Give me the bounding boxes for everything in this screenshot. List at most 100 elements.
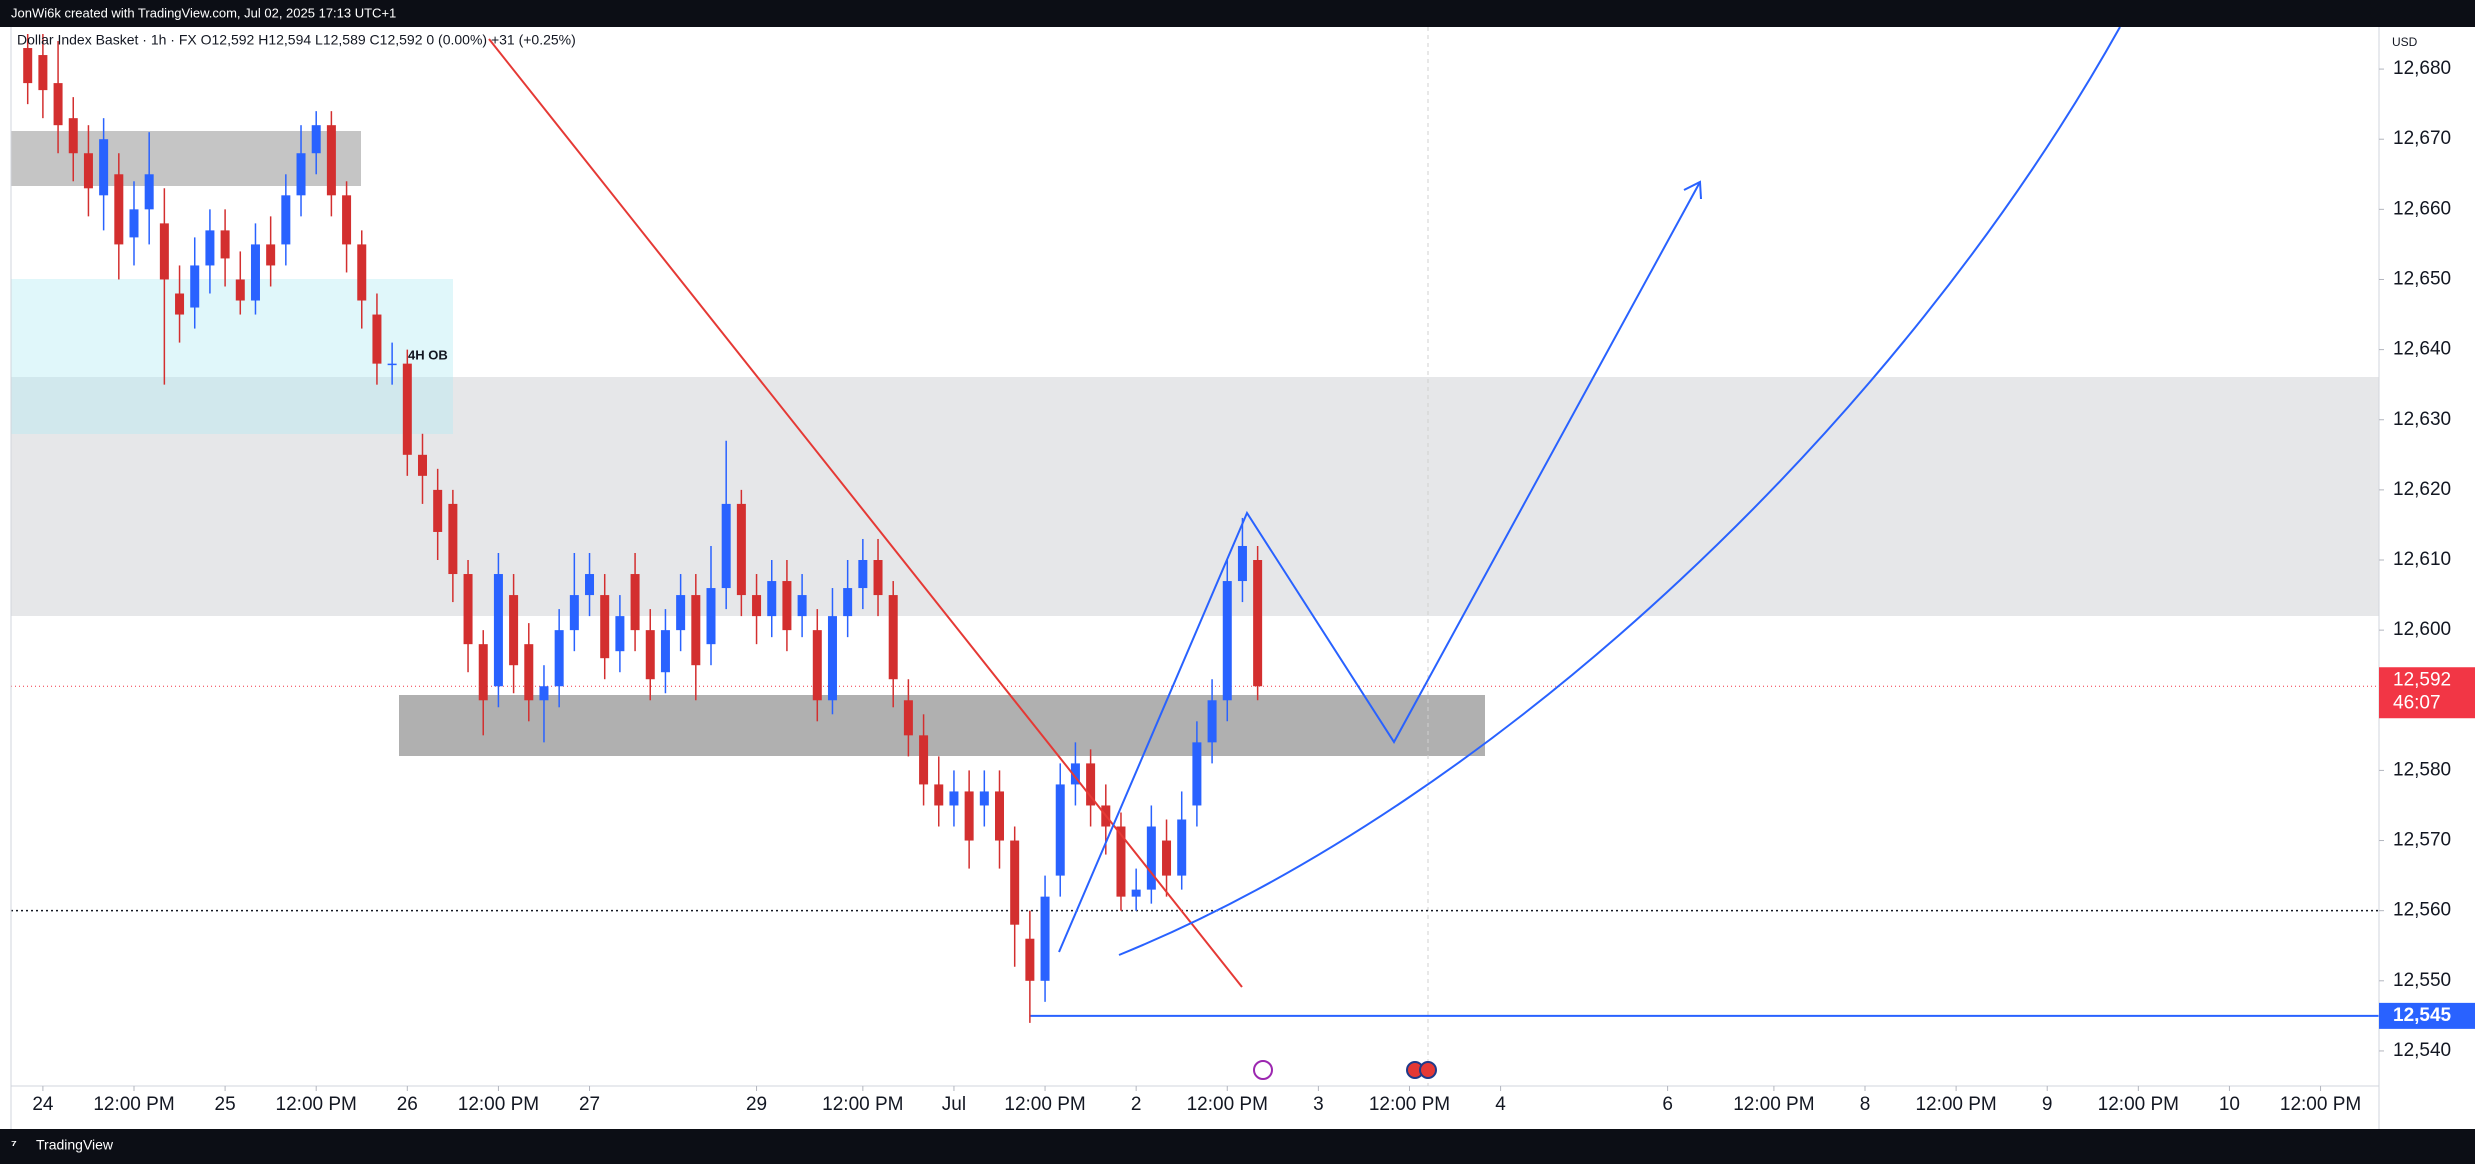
candle-body xyxy=(539,686,549,701)
countdown-label: 46:07 xyxy=(2393,692,2441,713)
candle-body xyxy=(99,139,109,196)
y-tick-label: 12,540 xyxy=(2393,1040,2451,1061)
x-tick-label: 12:00 PM xyxy=(458,1094,539,1115)
candle-body xyxy=(752,595,762,617)
candle-body xyxy=(949,791,959,806)
candle-body xyxy=(630,574,640,631)
y-tick-label: 12,560 xyxy=(2393,900,2451,921)
axis-unit: USD xyxy=(2392,35,2418,49)
candle-body xyxy=(493,574,503,687)
candle-body xyxy=(706,588,716,645)
candle-body xyxy=(919,735,929,785)
trend-line xyxy=(488,38,1243,988)
footer-logo[interactable]: TradingView xyxy=(36,1137,114,1153)
x-tick-label: 8 xyxy=(1860,1094,1871,1115)
ob-zone xyxy=(11,279,453,434)
y-tick-label: 12,640 xyxy=(2393,339,2451,360)
candle-body xyxy=(1192,742,1202,806)
candle-body xyxy=(387,363,397,366)
candle-body xyxy=(159,223,169,280)
last-price-label: 12,592 xyxy=(2393,669,2451,690)
candle-body xyxy=(296,153,306,196)
x-tick-label: 29 xyxy=(746,1094,767,1115)
candles xyxy=(23,34,1263,1023)
candle-body xyxy=(1055,784,1065,876)
x-tick-label: 6 xyxy=(1662,1094,1673,1115)
x-tick-label: 12:00 PM xyxy=(822,1094,903,1115)
x-tick-label: 12:00 PM xyxy=(1915,1094,1996,1115)
legend: Dollar Index Basket · 1h · FX O12,592 H1… xyxy=(17,32,576,48)
level-label: 12,545 xyxy=(2393,1005,2452,1026)
candle-body xyxy=(83,153,93,189)
x-tick-label: 25 xyxy=(215,1094,236,1115)
candle-body xyxy=(1131,889,1141,897)
x-tick-label: 26 xyxy=(397,1094,418,1115)
candle-body xyxy=(1222,581,1232,701)
candle-body xyxy=(175,293,185,315)
event-icon[interactable] xyxy=(1419,1061,1437,1079)
supply-zone xyxy=(11,131,361,186)
x-tick-label: 4 xyxy=(1495,1094,1506,1115)
x-tick-label: 12:00 PM xyxy=(1004,1094,1085,1115)
x-tick-label: 12:00 PM xyxy=(1733,1094,1814,1115)
y-axis: 12,54012,55012,56012,57012,58012,59012,6… xyxy=(2379,58,2451,1061)
x-tick-label: 12:00 PM xyxy=(276,1094,357,1115)
candle-body xyxy=(888,595,898,680)
event-icon[interactable] xyxy=(1253,1060,1273,1080)
candle-body xyxy=(827,616,837,701)
candle-body xyxy=(235,279,245,301)
candle-body xyxy=(1207,700,1217,743)
candle-body xyxy=(38,55,48,91)
candle-body xyxy=(797,595,807,617)
projection-curve xyxy=(1118,26,2121,956)
projection-arrow xyxy=(1683,180,1702,200)
candle-body xyxy=(250,244,260,301)
y-tick-label: 12,600 xyxy=(2393,619,2451,640)
candle-body xyxy=(53,83,63,126)
bottom-bar xyxy=(0,1129,2475,1164)
candle-body xyxy=(721,503,731,589)
candle-body xyxy=(569,595,579,631)
candle-body xyxy=(964,791,974,841)
projection-path xyxy=(1058,181,1701,953)
candle-body xyxy=(585,574,595,596)
candle-body xyxy=(372,314,382,364)
levels xyxy=(11,685,2379,1017)
x-tick-label: 12:00 PM xyxy=(2280,1094,2361,1115)
candle-body xyxy=(1010,840,1020,925)
candle-body xyxy=(114,174,124,245)
y-tick-label: 12,620 xyxy=(2393,479,2451,500)
top-bar xyxy=(0,0,2475,27)
y-tick-label: 12,630 xyxy=(2393,409,2451,430)
candle-body xyxy=(448,503,458,575)
candle-body xyxy=(190,265,200,308)
candle-body xyxy=(417,454,427,476)
x-tick-label: Jul xyxy=(942,1094,966,1115)
candle-body xyxy=(873,560,883,596)
candle-body xyxy=(676,595,686,631)
y-tick-label: 12,610 xyxy=(2393,549,2451,570)
candle-body xyxy=(979,791,989,806)
x-tick-label: 12:00 PM xyxy=(2098,1094,2179,1115)
x-tick-label: 27 xyxy=(579,1094,600,1115)
x-tick-label: 10 xyxy=(2219,1094,2240,1115)
last-price-box xyxy=(2379,667,2475,719)
candle-body xyxy=(691,595,701,666)
candle-body xyxy=(357,244,367,301)
candle-body xyxy=(478,644,488,701)
candle-body xyxy=(995,791,1005,841)
candle-body xyxy=(1253,560,1263,687)
logo-icon: ⁷ xyxy=(11,1137,17,1153)
candle-body xyxy=(1116,826,1126,897)
candle-body xyxy=(266,244,276,266)
x-tick-label: 12:00 PM xyxy=(93,1094,174,1115)
price-axis xyxy=(2379,27,2475,1129)
y-tick-label: 12,570 xyxy=(2393,830,2451,851)
candle-body xyxy=(342,195,352,245)
candle-body xyxy=(281,195,291,245)
annotation: 4H OB xyxy=(408,347,448,362)
candle-body xyxy=(220,230,230,259)
x-tick-label: 12:00 PM xyxy=(1187,1094,1268,1115)
